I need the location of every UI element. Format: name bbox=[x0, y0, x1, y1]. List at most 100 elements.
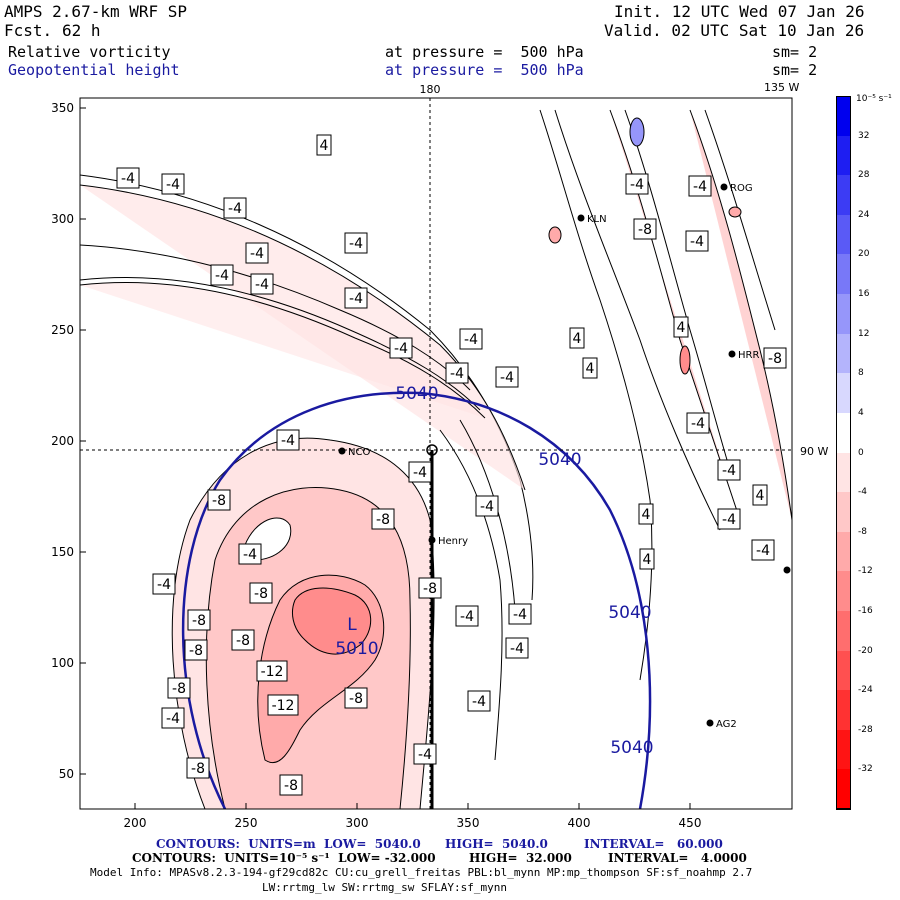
colorbar-level-label: 20 bbox=[858, 249, 870, 260]
colorbar-level-label: -24 bbox=[858, 685, 873, 696]
vorticity-contour-label: -4 bbox=[344, 287, 368, 309]
colorbar-swatch bbox=[836, 650, 851, 691]
vorticity-contour-label: -12 bbox=[256, 660, 288, 682]
station-label: NCO bbox=[348, 447, 370, 458]
vorticity-contour-label: -4 bbox=[717, 508, 741, 530]
vorticity-contour-label: -4 bbox=[625, 173, 649, 195]
vorticity-contour-label: -4 bbox=[245, 242, 269, 264]
svg-text:-4: -4 bbox=[630, 177, 644, 193]
vorticity-contour-label: -8 bbox=[763, 347, 787, 369]
vorticity-contour-info: CONTOURS: UNITS=10⁻⁵ s⁻¹ LOW= -32.000 bbox=[132, 851, 436, 865]
vorticity-contour-label: -4 bbox=[276, 429, 300, 451]
height-contour-label: 5040 bbox=[608, 603, 651, 623]
vorticity-contour-label: -8 bbox=[187, 609, 211, 631]
svg-text:-8: -8 bbox=[172, 681, 186, 697]
colorbar-swatch bbox=[836, 571, 851, 612]
svg-text:-4: -4 bbox=[157, 577, 171, 593]
station-dot bbox=[338, 447, 346, 455]
vorticity-contour-label: -8 bbox=[633, 218, 657, 240]
vorticity-contour-label: -8 bbox=[207, 489, 231, 511]
y-tick-label: 50 bbox=[59, 767, 74, 781]
colorbar-swatch bbox=[836, 492, 851, 533]
colorbar-swatch bbox=[836, 610, 851, 652]
svg-text:-4: -4 bbox=[472, 694, 486, 710]
svg-text:4: 4 bbox=[320, 138, 329, 154]
vorticity-contour-label: -4 bbox=[250, 273, 274, 295]
colorbar-level-label: 8 bbox=[858, 368, 864, 379]
forecast-label: Fcst. bbox=[4, 21, 53, 40]
vorticity-contour-label: -8 bbox=[167, 677, 191, 699]
station-dot bbox=[428, 536, 436, 544]
station-label: Henry bbox=[438, 536, 468, 547]
vorticity-contour-label: -4 bbox=[445, 362, 469, 384]
colorbar-swatch bbox=[836, 373, 851, 414]
svg-text:-4: -4 bbox=[513, 607, 527, 623]
colorbar-level-label: -12 bbox=[858, 566, 873, 577]
vorticity-contour-label: 4 bbox=[638, 503, 654, 525]
vorticity-contour-label: -4 bbox=[210, 264, 234, 286]
low-center-value: 5010 bbox=[335, 639, 378, 659]
vorticity-contour-label: -4 bbox=[475, 495, 499, 517]
svg-text:-8: -8 bbox=[638, 222, 652, 238]
svg-text:-4: -4 bbox=[166, 711, 180, 727]
colorbar-swatch bbox=[836, 96, 851, 137]
station-dot bbox=[577, 214, 585, 222]
station-label: ROG bbox=[730, 183, 753, 194]
svg-text:4: 4 bbox=[586, 361, 595, 377]
y-tick-label: 200 bbox=[51, 434, 74, 448]
colorbar-level-label: 16 bbox=[858, 289, 870, 300]
model-info-physics: LW:rrtmg_lw SW:rrtmg_sw SFLAY:sf_mynn bbox=[262, 881, 508, 894]
colorbar-unit: 10⁻⁵ s⁻¹ bbox=[856, 94, 892, 104]
height-contour-label: 5040 bbox=[538, 450, 581, 470]
svg-text:-4: -4 bbox=[250, 246, 264, 262]
x-tick-label: 300 bbox=[346, 816, 369, 830]
vorticity-contour-label: -4 bbox=[389, 337, 413, 359]
svg-text:-4: -4 bbox=[418, 747, 432, 763]
colorbar-level-label: 0 bbox=[858, 447, 864, 458]
svg-text:-4: -4 bbox=[756, 543, 770, 559]
y-tick-label: 150 bbox=[51, 545, 74, 559]
field2-name: Geopotential height bbox=[8, 61, 180, 79]
station-label: AG2 bbox=[716, 719, 737, 730]
y-tick-label: 100 bbox=[51, 656, 74, 670]
lat-90w-label: 90 W bbox=[800, 445, 828, 458]
vorticity-contour-label: -4 bbox=[685, 230, 709, 252]
colorbar-swatch bbox=[836, 412, 851, 453]
svg-text:4: 4 bbox=[573, 331, 582, 347]
field2-smoothing: sm= 2 bbox=[772, 61, 818, 79]
station-dot bbox=[728, 350, 736, 358]
svg-text:-4: -4 bbox=[691, 416, 705, 432]
colorbar-swatch bbox=[836, 135, 851, 176]
svg-text:4: 4 bbox=[756, 488, 765, 504]
vorticity-contour-label: -8 bbox=[186, 757, 210, 779]
vorticity-field bbox=[80, 109, 792, 809]
vorticity-contour-label: -4 bbox=[413, 743, 437, 765]
y-tick-label: 300 bbox=[51, 212, 74, 226]
height-contour-label: 5040 bbox=[395, 384, 438, 404]
vorticity-contour-label: -4 bbox=[505, 637, 529, 659]
colorbar-level-label: 12 bbox=[858, 328, 870, 339]
vorticity-contour-high: HIGH= 32.000 bbox=[469, 851, 572, 865]
svg-text:-4: -4 bbox=[722, 512, 736, 528]
colorbar-level-label: -4 bbox=[858, 487, 867, 498]
vorticity-contour-label: -12 bbox=[267, 694, 299, 716]
colorbar-swatch bbox=[836, 531, 851, 572]
vorticity-contour-label: -4 bbox=[344, 232, 368, 254]
svg-text:-4: -4 bbox=[413, 465, 427, 481]
station-dot bbox=[706, 719, 714, 727]
vorticity-contour-label: -8 bbox=[371, 508, 395, 530]
colorbar-level-label: -32 bbox=[858, 764, 873, 775]
station-dot bbox=[720, 183, 728, 191]
svg-text:-4: -4 bbox=[464, 332, 478, 348]
svg-text:4: 4 bbox=[642, 507, 651, 523]
valid-time: Valid. 02 UTC Sat 10 Jan 26 bbox=[604, 21, 865, 40]
svg-text:-8: -8 bbox=[189, 643, 203, 659]
colorbar-swatch bbox=[836, 294, 851, 335]
svg-text:-4: -4 bbox=[460, 609, 474, 625]
vorticity-contour-label: -4 bbox=[223, 197, 247, 219]
vorticity-contour-label: -4 bbox=[688, 175, 712, 197]
x-tick-label: 400 bbox=[568, 816, 591, 830]
colorbar-swatch bbox=[836, 214, 851, 255]
vorticity-contour-label: -4 bbox=[116, 167, 140, 189]
